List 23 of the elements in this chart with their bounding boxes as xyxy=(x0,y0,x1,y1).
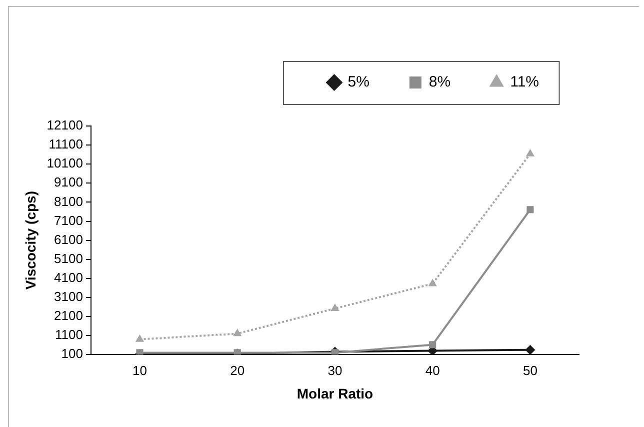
y-tick-label: 2100 xyxy=(54,308,83,324)
x-tick-label: 20 xyxy=(230,362,245,378)
x-tick-label: 30 xyxy=(328,362,342,378)
legend-label: 11% xyxy=(510,74,540,91)
y-tick-label: 5100 xyxy=(54,250,83,266)
y-tick-label: 12100 xyxy=(46,118,83,133)
legend-label: 8% xyxy=(428,74,451,91)
y-tick-label: 11100 xyxy=(48,136,83,152)
y-tick-label: 1100 xyxy=(54,327,83,342)
y-tick-label: 100 xyxy=(61,346,83,362)
y-tick-label: 7100 xyxy=(54,212,83,228)
x-tick-label: 40 xyxy=(425,362,440,378)
x-tick-label: 50 xyxy=(522,362,538,378)
y-tick-label: 8100 xyxy=(54,194,83,209)
y-tick-label: 9100 xyxy=(54,174,83,190)
x-tick-label: 10 xyxy=(132,362,147,378)
x-axis-title: Molar Ratio xyxy=(296,385,374,402)
y-tick-label: 4100 xyxy=(54,270,83,285)
y-tick-label: 6100 xyxy=(54,232,83,247)
legend-label: 5% xyxy=(348,74,370,91)
y-axis-title: Viscocity (cps) xyxy=(22,191,38,290)
y-tick-label: 3100 xyxy=(54,289,83,304)
y-tick-label: 10100 xyxy=(46,156,83,171)
